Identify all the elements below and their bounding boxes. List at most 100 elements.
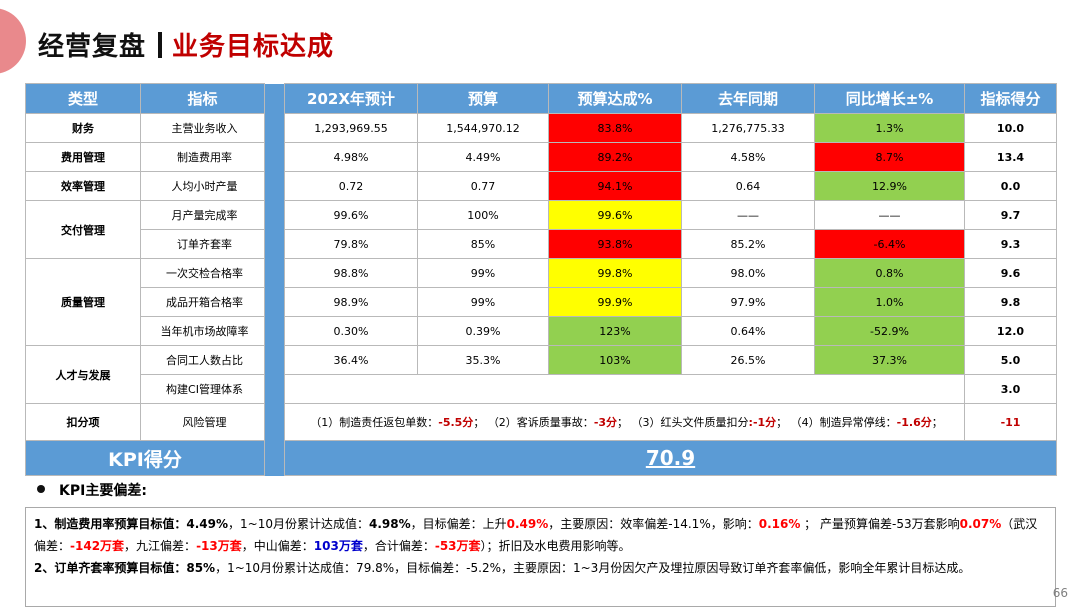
forecast-cell: 0.72 (284, 171, 418, 201)
last-year-cell: 98.0% (681, 258, 815, 288)
rate-cell: 89.2% (548, 142, 682, 172)
table-row: 质量管理 一次交检合格率 98.8% 99% 99.8% 98.0% 0.8% 9.6 (25, 258, 1057, 346)
yoy-cell: 1.3% (814, 113, 965, 143)
note-value: -53万套 (434, 539, 481, 553)
indicator-cell: 制造费用率 (140, 142, 265, 172)
deviation-paragraph-2: 2、订单齐套率预算目标值：85%，1~10月份累计达成值：79.8%，目标偏差：… (34, 557, 1047, 579)
table-row: 财务 主营业务收入 1,293,969.55 1,544,970.12 83.8% 1,2… (25, 113, 1057, 143)
last-year-cell: 4.58% (681, 142, 815, 172)
deduct-item-2: （2）客诉质量事故： (487, 415, 594, 429)
deduct-item-3: （3）红头文件质量扣分 (631, 415, 749, 429)
score-cell: 5.0 (964, 345, 1057, 375)
note-text: 1、制造费用率预算目标值： (34, 517, 187, 531)
header-gap (264, 83, 285, 114)
score-cell: 12.0 (964, 316, 1057, 346)
note-text: ）；折旧及水电费用影响等。 (480, 539, 631, 553)
rate-cell: 99.9% (548, 287, 682, 317)
score-cell: 9.8 (964, 287, 1057, 317)
forecast-cell: 0.30% (284, 316, 418, 346)
header-budget: 预算 (417, 83, 549, 114)
indicator-cell: 构建CI管理体系 (140, 374, 265, 404)
indicator-cell: 风险管理 (140, 403, 265, 441)
deduct-sep-3: ； (776, 415, 788, 429)
gap-cell (264, 200, 285, 230)
last-year-cell: 0.64% (681, 316, 815, 346)
gap-cell (264, 316, 285, 346)
note-text: ，中山偏差： (241, 539, 314, 553)
deviation-heading: KPI主要偏差: (37, 480, 147, 500)
forecast-cell: 79.8% (284, 229, 418, 259)
page-title: 经营复盘 业务目标达成 (38, 26, 334, 63)
budget-cell: 100% (417, 200, 549, 230)
deduct-sep-1: ； (473, 415, 485, 429)
score-cell: 10.0 (964, 113, 1057, 143)
decorative-circle (0, 8, 26, 74)
note-text: ，九江偏差： (124, 539, 197, 553)
gap-cell (264, 142, 285, 172)
yoy-cell: —— (814, 200, 965, 230)
gap-cell (264, 113, 285, 143)
budget-cell: 0.39% (417, 316, 549, 346)
deduct-score: -11 (964, 403, 1057, 441)
indicator-cell: 合同工人数占比 (140, 345, 265, 375)
yoy-cell: 37.3% (814, 345, 965, 375)
category-cell: 效率管理 (25, 171, 141, 201)
gap-cell (264, 287, 285, 317)
table-row: 当年机市场故障率 0.30% 0.39% 123% 0.64% -52.9% 12.0 (26, 316, 1057, 346)
last-year-cell: 0.64 (681, 171, 815, 201)
note-value: 4.98% (368, 517, 411, 531)
gap-cell (264, 258, 285, 288)
note-text: （武汉偏差： (34, 517, 1038, 553)
score-cell: 3.0 (964, 374, 1057, 404)
category-cell: 交付管理 (25, 200, 141, 259)
rate-cell: 123% (548, 316, 682, 346)
table-row: 费用管理 制造费用率 4.98% 4.49% 89.2% 4.58% 8.7% 13.4 (25, 142, 1057, 172)
forecast-cell: 4.98% (284, 142, 418, 172)
indicator-cell: 月产量完成率 (140, 200, 265, 230)
indicator-cell: 当年机市场故障率 (140, 316, 265, 346)
table-body: 财务 主营业务收入 1,293,969.55 1,544,970.12 83.8% 1,2… (25, 113, 1057, 404)
yoy-cell: 1.0% (814, 287, 965, 317)
rate-cell: 99.8% (548, 258, 682, 288)
note-text: ，合计偏差： (362, 539, 435, 553)
empty-cell (284, 374, 965, 404)
last-year-cell: —— (681, 200, 815, 230)
budget-cell: 99% (417, 258, 549, 288)
note-value: 0.49% (506, 517, 549, 531)
forecast-cell: 99.6% (284, 200, 418, 230)
table-row: 交付管理 月产量完成率 99.6% 100% 99.6% —— —— 9.7 (25, 200, 1057, 259)
indicator-cell: 人均小时产量 (140, 171, 265, 201)
kpi-score-row: KPI得分 70.9 (25, 440, 1057, 476)
deviation-paragraph-1: 1、制造费用率预算目标值：4.49%，1~10月份累计达成值：4.98%，目标偏… (34, 513, 1047, 557)
category-cell: 质量管理 (25, 258, 141, 346)
budget-cell: 4.49% (417, 142, 549, 172)
note-text: ，1~10月份累计达成值： (228, 517, 369, 531)
yoy-cell: 8.7% (814, 142, 965, 172)
yoy-cell: -52.9% (814, 316, 965, 346)
kpi-score-value: 70.9 (284, 440, 1057, 476)
budget-cell: 35.3% (417, 345, 549, 375)
score-cell: 0.0 (964, 171, 1057, 201)
score-cell: 9.6 (964, 258, 1057, 288)
category-cell: 费用管理 (25, 142, 141, 172)
deduct-value-2: -3分 (593, 415, 618, 429)
deduct-value-4: -1.6分 (896, 415, 932, 429)
header-yoy: 同比增长±% (814, 83, 965, 114)
table-row: 人才与发展 合同工人数占比 36.4% 35.3% 103% 26.5% 37.3% 5.0 (25, 345, 1057, 404)
deviation-heading-text: KPI主要偏差: (59, 483, 147, 499)
deduct-item-1: （1）制造责任返包单数： (310, 415, 439, 429)
header-forecast: 202X年预计 (284, 83, 418, 114)
header-rate: 预算达成% (548, 83, 682, 114)
deduct-row: 扣分项 风险管理 （1）制造责任返包单数：-5.5分； （2）客诉质量事故：-3… (25, 403, 1057, 441)
header-type: 类型 (25, 83, 141, 114)
indicator-cell: 一次交检合格率 (140, 258, 265, 288)
page-number: 66 (1052, 586, 1068, 600)
header-score: 指标得分 (964, 83, 1057, 114)
note-value: 85% (186, 561, 216, 575)
last-year-cell: 97.9% (681, 287, 815, 317)
yoy-cell: 0.8% (814, 258, 965, 288)
deduct-value-1: -5.5分 (438, 415, 474, 429)
note-value: -142万套 (70, 539, 125, 553)
deduct-sep-4: ； (931, 415, 943, 429)
title-separator (158, 32, 163, 58)
